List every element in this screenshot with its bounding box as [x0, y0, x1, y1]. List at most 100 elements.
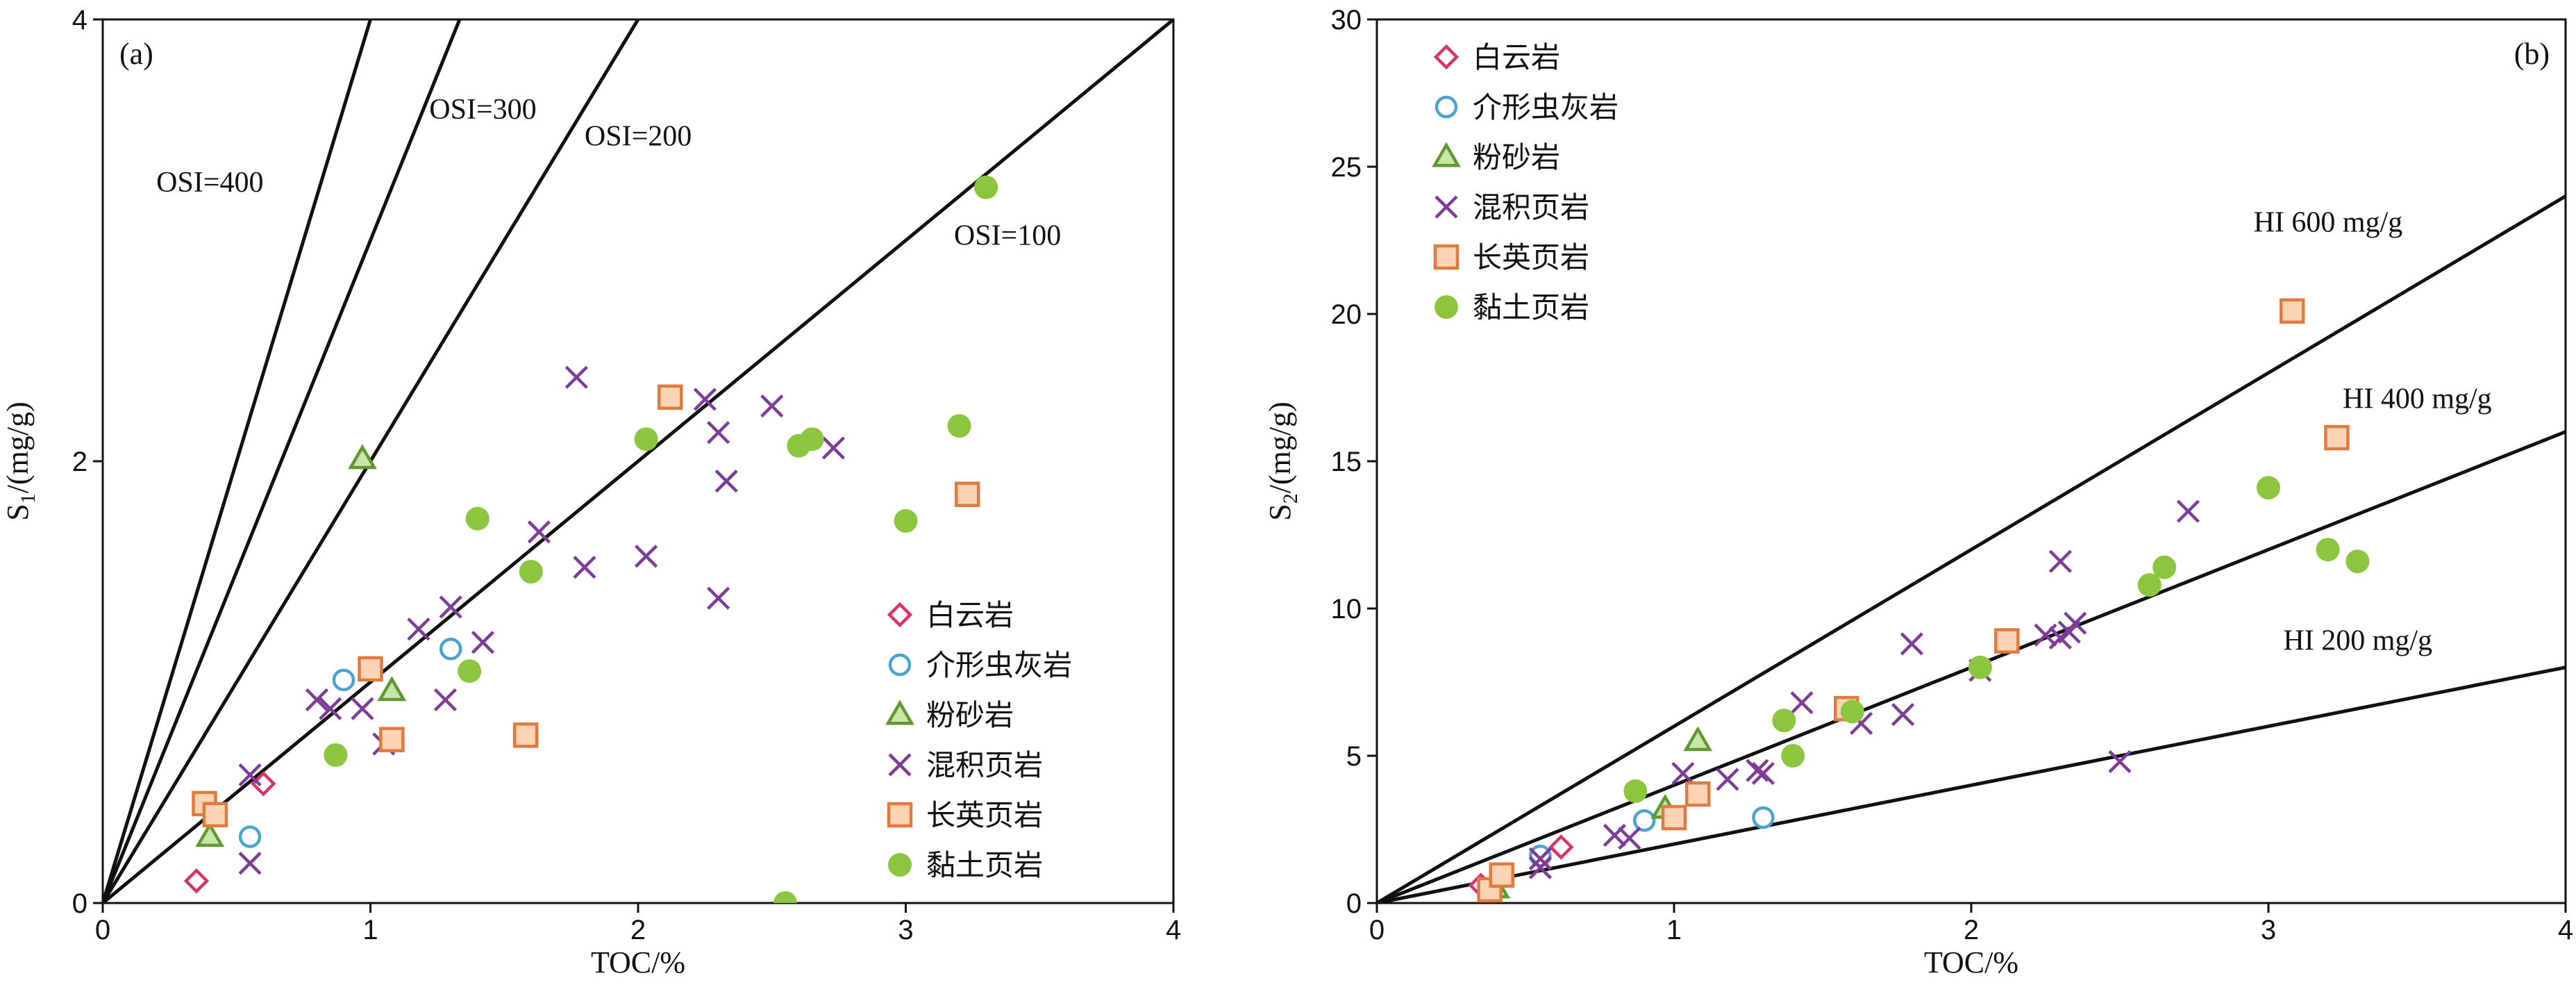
data-point — [707, 421, 730, 445]
data-point — [458, 659, 482, 684]
legend-marker — [1433, 244, 1460, 270]
legend-marker — [887, 802, 913, 828]
data-point-stroke — [707, 586, 730, 610]
data-point-stroke — [634, 545, 658, 568]
data-point-stroke — [714, 470, 738, 493]
y-tick-label: 0 — [72, 888, 87, 919]
y-axis-label: S2/(mg/g) — [1263, 402, 1302, 520]
reference-line-label: OSI=200 — [585, 120, 692, 152]
data-point — [377, 676, 407, 702]
data-point-stroke — [1900, 632, 1923, 656]
data-point-stroke — [1528, 856, 1552, 879]
data-point — [2316, 538, 2340, 562]
data-point — [894, 508, 918, 533]
data-point — [1671, 761, 1695, 786]
legend-label: 白云岩 — [926, 598, 1014, 632]
data-point-stroke — [821, 436, 846, 460]
data-point — [465, 506, 490, 531]
data-points — [183, 175, 998, 903]
data-point — [1632, 809, 1656, 832]
y-tick-label: 2 — [72, 447, 87, 477]
data-point — [2257, 476, 2280, 500]
data-point-stroke — [573, 556, 596, 579]
legend-label: 粉砂岩 — [1473, 140, 1560, 174]
reference-line — [1377, 194, 2566, 903]
x-tick-label: 0 — [1369, 915, 1385, 945]
legend-marker — [885, 700, 914, 725]
y-tick-label: 25 — [1331, 152, 1362, 183]
data-point — [527, 520, 551, 544]
data-point — [634, 545, 658, 568]
data-point — [2176, 499, 2200, 523]
reference-line-label: OSI=300 — [429, 94, 536, 126]
x-tick-label: 4 — [2558, 915, 2573, 945]
data-point — [183, 868, 210, 894]
y-tick-label: 10 — [1331, 594, 1362, 624]
data-point — [238, 825, 262, 848]
data-point-stroke — [527, 520, 551, 544]
legend-marker — [888, 753, 912, 777]
data-point-stroke — [2048, 549, 2072, 573]
data-point — [471, 631, 495, 654]
chart-panel-b: HI 600 mg/g HI 400 mg/g HI 200 mg/g 0 1 2 3 4 0 5… — [1263, 5, 2573, 979]
data-point — [1661, 804, 1687, 831]
reference-line-label: HI 400 mg/g — [2343, 383, 2492, 415]
legend-marker — [1435, 295, 1458, 319]
reference-line — [1377, 665, 2566, 903]
data-points — [1468, 298, 2370, 903]
data-point — [195, 822, 225, 847]
data-point — [1548, 834, 1574, 860]
y-axis-label-main: S — [1263, 504, 1297, 520]
data-point — [1683, 726, 1713, 752]
reference-line — [103, 19, 372, 903]
data-point — [2345, 549, 2370, 574]
y-axis-label: S1/(mg/g) — [1, 402, 40, 520]
data-point — [714, 470, 738, 493]
data-point-stroke — [1790, 691, 1814, 715]
data-point — [2048, 549, 2072, 573]
data-point-stroke — [2108, 750, 2132, 774]
y-tick-label: 4 — [72, 5, 87, 35]
reference-line-label: OSI=400 — [156, 167, 263, 199]
x-axis-label: TOC/% — [1924, 945, 2018, 979]
y-axis-label-unit: /(mg/g) — [1263, 402, 1297, 493]
y-tick-label: 20 — [1331, 299, 1362, 330]
x-tick-label: 4 — [1166, 915, 1181, 945]
data-point — [1528, 847, 1552, 870]
data-point — [238, 852, 262, 875]
legend-marker — [1435, 95, 1458, 119]
panel-label: (b) — [2514, 37, 2550, 71]
reference-line — [103, 19, 462, 903]
data-point — [407, 618, 430, 641]
data-point-stroke — [693, 388, 717, 411]
data-point — [2152, 555, 2177, 579]
data-point — [947, 414, 971, 438]
legend-label: 白云岩 — [1473, 40, 1560, 74]
data-point — [439, 595, 462, 619]
x-tick-label: 2 — [630, 915, 646, 945]
data-point — [519, 560, 543, 583]
legend-marker — [1435, 195, 1458, 219]
x-tick-label: 1 — [1666, 915, 1682, 945]
data-point-stroke — [305, 688, 328, 712]
legend-label: 介形虫灰岩 — [1473, 90, 1619, 124]
data-point-stroke — [433, 688, 458, 712]
data-point-stroke — [1716, 768, 1739, 791]
data-point — [658, 384, 683, 411]
y-tick-label: 30 — [1331, 5, 1362, 35]
x-tick-label: 3 — [898, 915, 913, 945]
data-point — [1968, 655, 1992, 679]
legend-marker — [1433, 44, 1460, 70]
legend-label: 长英页岩 — [926, 798, 1043, 832]
data-point — [1528, 856, 1552, 879]
x-tick-label: 1 — [362, 915, 378, 945]
y-axis-label-main: S — [1, 504, 35, 520]
data-point — [1781, 744, 1805, 768]
data-point — [773, 891, 798, 903]
chart-panel-a: OSI=400 OSI=300 OSI=200 OSI=100 0 1 2 3 4 0 2 4 TOC/… — [1, 5, 1181, 979]
data-point — [319, 697, 342, 720]
data-point — [332, 668, 356, 692]
data-point — [358, 656, 383, 682]
data-point — [2279, 298, 2305, 324]
